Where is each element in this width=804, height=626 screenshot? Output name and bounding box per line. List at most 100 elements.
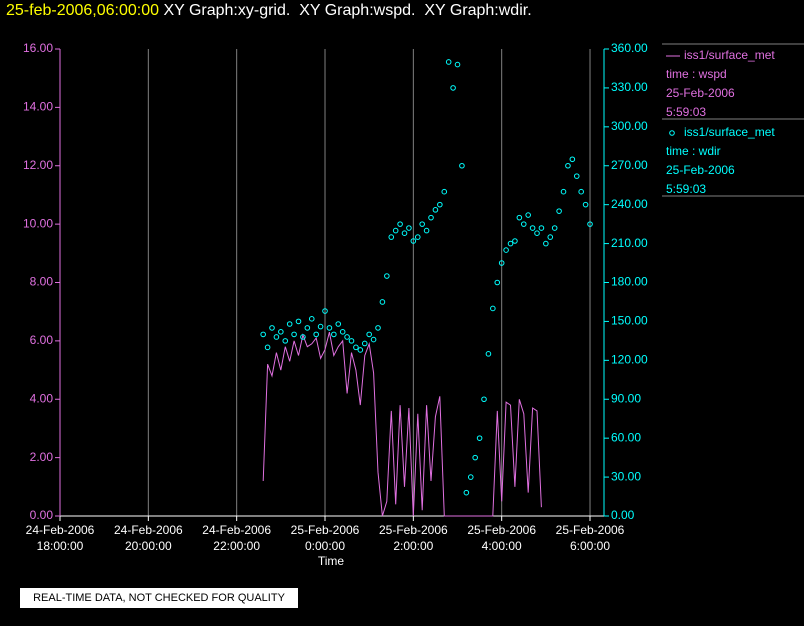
- data-point: [339, 328, 346, 335]
- data-point: [419, 221, 425, 227]
- x-tick-label: 6:00:00: [570, 539, 610, 553]
- data-point: [401, 230, 408, 237]
- y2-tick-label: 210.00: [611, 236, 648, 250]
- legend-symbol: [669, 130, 675, 136]
- y2-tick-label: 300.00: [611, 119, 648, 133]
- data-point: [269, 325, 275, 331]
- data-point: [467, 474, 474, 480]
- x-tick-label: 4:00:00: [482, 539, 522, 553]
- data-point: [578, 188, 584, 195]
- legend-detail: 25-Feb-2006: [666, 86, 735, 100]
- x-tick-label: 2:00:00: [393, 539, 433, 553]
- y2-tick-label: 30.00: [611, 469, 641, 483]
- data-point: [370, 336, 377, 343]
- data-point: [587, 221, 593, 227]
- legend-detail: 5:59:03: [666, 105, 706, 119]
- data-point: [304, 325, 311, 331]
- x-tick-label: 24-Feb-2006: [26, 523, 95, 537]
- y2-tick-label: 270.00: [611, 158, 648, 172]
- x-tick-label: 24-Feb-2006: [114, 523, 183, 537]
- legend-label: iss1/surface_met: [684, 125, 775, 139]
- y2-tick-label: 60.00: [611, 430, 641, 444]
- y2-tick-label: 120.00: [611, 353, 648, 367]
- data-point: [331, 331, 337, 338]
- data-point: [459, 162, 465, 169]
- y-tick-label: 0.00: [30, 508, 54, 522]
- x-tick-label: 25-Feb-2006: [467, 523, 536, 537]
- data-point: [300, 334, 306, 340]
- x-axis-label: Time: [318, 554, 345, 568]
- data-point: [565, 162, 571, 169]
- data-point: [317, 323, 324, 330]
- data-point: [498, 260, 505, 266]
- data-point: [335, 321, 342, 327]
- data-point: [308, 316, 315, 322]
- y-tick-label: 6.00: [30, 333, 54, 347]
- data-point: [432, 207, 439, 213]
- x-tick-label: 25-Feb-2006: [556, 523, 625, 537]
- data-point: [295, 318, 302, 325]
- data-point: [366, 331, 372, 338]
- y-tick-label: 4.00: [30, 391, 54, 405]
- data-point: [538, 225, 545, 231]
- data-point: [286, 321, 293, 327]
- data-point: [512, 238, 518, 244]
- legend-detail: 25-Feb-2006: [666, 163, 735, 177]
- data-point: [525, 212, 531, 218]
- data-point: [520, 221, 527, 227]
- data-point: [414, 234, 421, 240]
- x-tick-label: 18:00:00: [37, 539, 84, 553]
- y2-tick-label: 330.00: [611, 80, 648, 94]
- data-point: [278, 328, 284, 335]
- data-point: [348, 338, 355, 344]
- y-tick-label: 12.00: [23, 158, 53, 172]
- x-tick-label: 0:00:00: [305, 539, 345, 553]
- data-point: [357, 347, 364, 353]
- data-point: [529, 225, 536, 231]
- data-point: [534, 230, 540, 237]
- data-point: [428, 214, 434, 221]
- data-point: [322, 308, 328, 314]
- data-point: [379, 299, 386, 305]
- x-tick-label: 20:00:00: [125, 539, 172, 553]
- data-point: [361, 340, 368, 347]
- data-point: [543, 240, 549, 247]
- y2-tick-label: 240.00: [611, 197, 648, 211]
- y-tick-label: 14.00: [23, 100, 53, 114]
- data-point: [582, 201, 589, 208]
- x-tick-label: 25-Feb-2006: [379, 523, 448, 537]
- y2-tick-label: 150.00: [611, 314, 648, 328]
- data-point: [397, 221, 403, 227]
- data-point: [494, 279, 501, 286]
- data-point: [454, 61, 461, 68]
- data-point: [503, 247, 509, 253]
- y-tick-label: 16.00: [23, 41, 53, 55]
- x-tick-label: 24-Feb-2006: [202, 523, 271, 537]
- data-point: [556, 208, 562, 214]
- data-point: [573, 173, 580, 179]
- y-tick-label: 2.00: [30, 450, 54, 464]
- y2-tick-label: 180.00: [611, 275, 648, 289]
- y2-tick-label: 0.00: [611, 508, 635, 522]
- title-time: 25-feb-2006,06:00:00: [6, 2, 159, 19]
- data-point: [313, 331, 319, 338]
- legend-label: iss1/surface_met: [684, 48, 775, 62]
- data-point: [437, 201, 443, 208]
- data-point: [260, 331, 266, 338]
- y-tick-label: 10.00: [23, 216, 53, 230]
- data-point: [547, 234, 554, 240]
- legend-detail: time : wspd: [666, 67, 727, 81]
- chart-title: 25-feb-2006,06:00:00 XY Graph:xy-grid. X…: [6, 2, 532, 19]
- data-point: [472, 454, 478, 461]
- data-point: [410, 238, 417, 244]
- data-point: [291, 331, 297, 338]
- data-point: [516, 214, 523, 221]
- data-point: [273, 334, 280, 340]
- data-point: [384, 273, 390, 279]
- data-point: [476, 435, 483, 441]
- data-point: [490, 305, 496, 312]
- data-point: [450, 85, 456, 91]
- title-graphs: XY Graph:xy-grid. XY Graph:wspd. XY Grap…: [159, 2, 532, 19]
